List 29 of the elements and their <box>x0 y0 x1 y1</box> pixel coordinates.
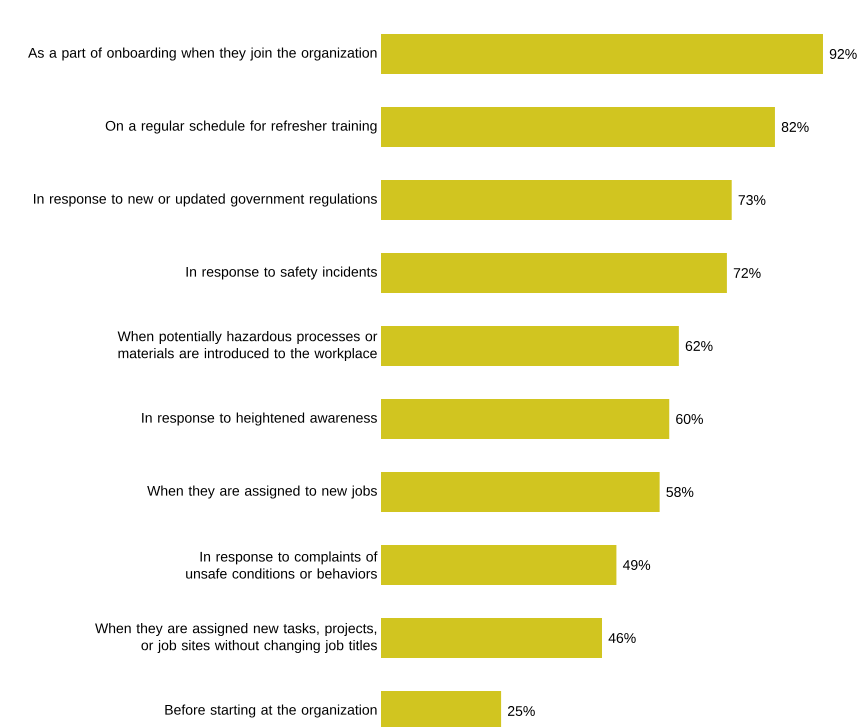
y-tick-label: On a regular schedule for refresher training <box>106 120 377 134</box>
data-label: 58% <box>666 487 694 497</box>
bar <box>381 326 679 366</box>
y-tick-label: In response to safety incidents <box>186 266 377 280</box>
bar <box>381 618 602 658</box>
bar <box>381 253 727 294</box>
y-tick-label: When potentially hazardous processes or materials are introduced to the workplace <box>118 330 378 362</box>
data-label: 62% <box>686 341 713 351</box>
bar <box>381 180 732 220</box>
y-tick-label: In response to new or updated government regulations <box>34 193 377 207</box>
data-label: 49% <box>622 560 650 570</box>
data-label: 92% <box>830 49 857 59</box>
bar <box>381 399 670 440</box>
data-label: 72% <box>734 268 761 278</box>
y-tick-label: Before starting at the organization <box>165 704 377 718</box>
bar <box>381 472 660 512</box>
data-label: 82% <box>782 122 809 132</box>
y-tick-label: When they are assigned new tasks, projects, or job sites without changing job titles <box>95 622 377 654</box>
data-label: 60% <box>676 414 703 424</box>
y-tick-label: In response to complaints of unsafe conditions or behaviors <box>186 551 378 579</box>
data-label: 73% <box>738 195 766 205</box>
bar <box>381 545 616 586</box>
bar <box>381 107 775 148</box>
y-tick-label: As a part of onboarding when they join the organization <box>28 47 376 61</box>
y-tick-label: In response to heightened awareness <box>142 412 377 426</box>
data-label: 46% <box>608 633 636 643</box>
data-label: 25% <box>508 706 535 716</box>
y-tick-label: When they are assigned to new jobs <box>147 485 377 499</box>
bar <box>381 34 823 74</box>
